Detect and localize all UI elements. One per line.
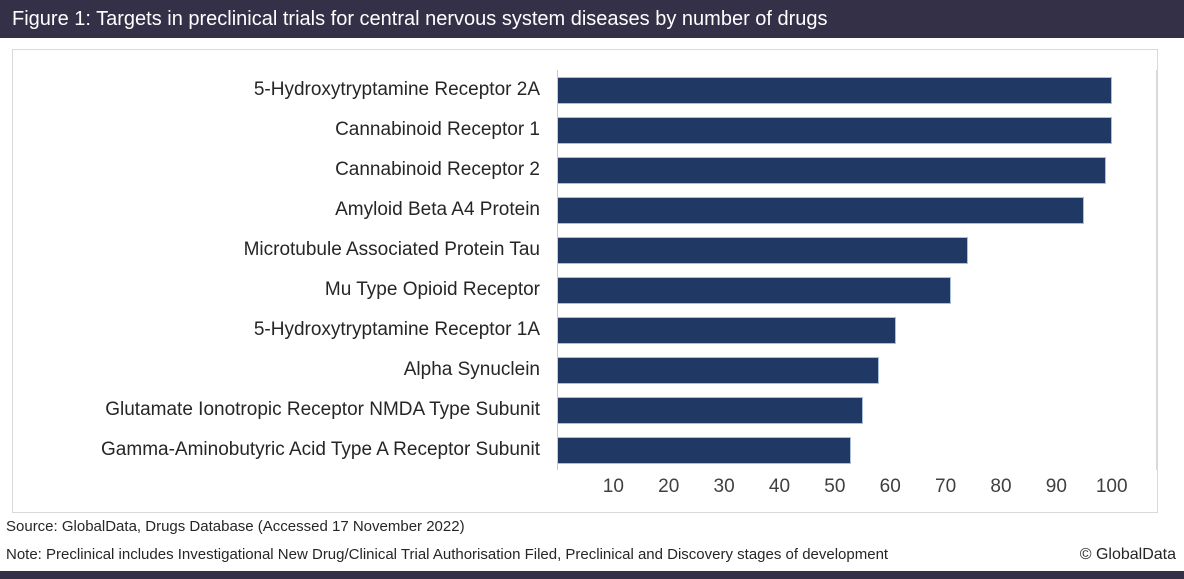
note-text: Note: Preclinical includes Investigation…: [6, 546, 889, 563]
x-axis-tick-label: 20: [658, 476, 680, 497]
bar: [558, 116, 1112, 144]
bar-track: [557, 230, 1157, 270]
figure-title-bar: Figure 1: Targets in preclinical trials …: [0, 0, 1184, 38]
bar-track: [557, 390, 1157, 430]
x-axis-tick-label: 40: [768, 476, 791, 497]
bar-track: [557, 190, 1157, 230]
category-label: Glutamate Ionotropic Receptor NMDA Type …: [105, 399, 540, 420]
bar-row: Cannabinoid Receptor 1: [13, 110, 1157, 150]
chart-container: 5-Hydroxytryptamine Receptor 2A Cannabino…: [12, 49, 1158, 513]
bar-row: 5-Hydroxytryptamine Receptor 1A: [13, 310, 1157, 350]
bar-track: [557, 310, 1157, 350]
category-label: Mu Type Opioid Receptor: [324, 279, 540, 300]
bar: [558, 76, 1112, 104]
bar: [558, 236, 968, 264]
x-axis-tick-label: 100: [1095, 476, 1128, 497]
bar: [558, 196, 1085, 224]
figure-title: Figure 1: Targets in preclinical trials …: [12, 8, 828, 30]
bar-chart: 5-Hydroxytryptamine Receptor 2A Cannabino…: [13, 50, 1157, 470]
source-text: Source: GlobalData, Drugs Database (Acce…: [6, 518, 465, 535]
category-label: Microtubule Associated Protein Tau: [243, 239, 540, 260]
bar-track: [557, 350, 1157, 390]
bar: [558, 316, 896, 344]
x-axis-tick-label: 50: [824, 476, 846, 497]
bar-row: Gamma-Aminobutyric Acid Type A Receptor …: [13, 430, 1157, 470]
category-label: Gamma-Aminobutyric Acid Type A Receptor …: [101, 439, 540, 460]
footer-row: Note: Preclinical includes Investigation…: [6, 546, 1176, 564]
x-axis-tick-label: 90: [1045, 476, 1067, 497]
category-label: Alpha Synuclein: [403, 359, 540, 380]
bar-row: Cannabinoid Receptor 2: [13, 150, 1157, 190]
bar-row: Alpha Synuclein: [13, 350, 1157, 390]
x-axis-tick-label: 80: [990, 476, 1012, 497]
bar-track: [557, 70, 1157, 110]
bar: [558, 436, 852, 464]
category-label: 5-Hydroxytryptamine Receptor 1A: [253, 319, 540, 340]
bar: [558, 356, 880, 384]
category-label: Cannabinoid Receptor 2: [335, 159, 540, 180]
bar: [558, 276, 952, 304]
bar-row: 5-Hydroxytryptamine Receptor 2A: [13, 70, 1157, 110]
bar: [558, 156, 1107, 184]
x-axis-tick-label: 70: [935, 476, 957, 497]
category-label: Cannabinoid Receptor 1: [335, 119, 540, 140]
bar-track: [557, 430, 1157, 470]
x-axis-tick-label: 10: [602, 476, 624, 497]
x-axis-tick-label: 30: [713, 476, 735, 497]
bar-row: Amyloid Beta A4 Protein: [13, 190, 1157, 230]
copyright-text: © GlobalData: [1079, 546, 1176, 563]
x-axis-tick-label: 60: [879, 476, 901, 497]
bar-row: Glutamate Ionotropic Receptor NMDA Type …: [13, 390, 1157, 430]
bar-track: [557, 150, 1157, 190]
bottom-accent-bar: [0, 571, 1184, 579]
bar: [558, 396, 863, 424]
bar-row: Microtubule Associated Protein Tau: [13, 230, 1157, 270]
bar-track: [557, 110, 1157, 150]
category-label: Amyloid Beta A4 Protein: [335, 199, 540, 220]
category-label: 5-Hydroxytryptamine Receptor 2A: [253, 79, 540, 100]
x-axis: 10 20 30 40 50 60 70 80 90 100: [558, 470, 1156, 504]
bar-track: [557, 270, 1157, 310]
bar-row: Mu Type Opioid Receptor: [13, 270, 1157, 310]
